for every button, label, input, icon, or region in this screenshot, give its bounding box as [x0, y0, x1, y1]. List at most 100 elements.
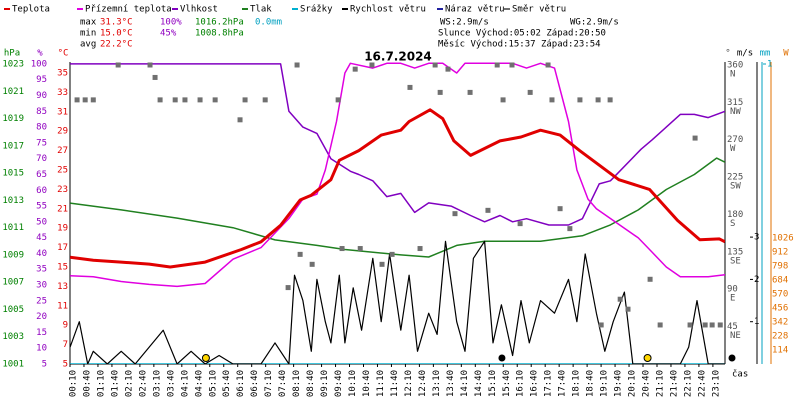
direction-point	[152, 74, 158, 80]
y-tick-label: 25	[36, 296, 47, 306]
y-tick-label: 225	[727, 173, 743, 183]
x-tick-label: 13:10	[432, 370, 442, 397]
x-tick-label: 11:40	[390, 370, 400, 397]
x-tick-label: 21:40	[669, 370, 679, 397]
y-tick-label: 1007	[2, 278, 24, 288]
moon-times: Měsíc Východ:15:37 Západ:23:54	[438, 40, 601, 50]
y-tick-label: 60	[36, 186, 47, 196]
legend-label: Srážky	[300, 5, 333, 15]
x-tick-label: 04:40	[194, 370, 204, 397]
moon-marker	[498, 354, 506, 362]
compass-label: SW	[730, 182, 741, 192]
y-tick-label: 13	[57, 282, 68, 292]
x-tick-label: 00:40	[82, 370, 92, 397]
x-tick-label: 01:40	[110, 370, 120, 397]
axis-unit: W	[783, 49, 789, 59]
compass-label: SE	[730, 256, 741, 266]
y-tick-label: 456	[772, 303, 788, 313]
y-tick-label: 1026	[772, 233, 794, 243]
y-tick-label: 80	[36, 123, 47, 133]
series-line	[70, 63, 725, 226]
sun-marker	[201, 354, 210, 362]
x-tick-label: 17:40	[558, 370, 568, 397]
y-tick-label: 21	[57, 204, 68, 214]
y-tick-label: 1003	[2, 332, 24, 342]
direction-point	[90, 97, 96, 103]
direction-point	[494, 62, 500, 68]
direction-point	[687, 322, 693, 328]
x-tick-label: 16:10	[516, 370, 526, 397]
direction-point	[617, 296, 623, 302]
y-tick-label: 180	[727, 210, 743, 220]
direction-point	[212, 97, 218, 103]
direction-point	[74, 97, 80, 103]
compass-label: N	[730, 69, 735, 79]
direction-point	[352, 66, 358, 72]
compass-label: S	[730, 219, 735, 229]
y-tick-label: 40	[36, 249, 47, 259]
x-tick-label: 15:10	[488, 370, 498, 397]
axis-unit: °	[725, 49, 730, 59]
direction-point	[285, 285, 291, 291]
stat-hum: 100%	[160, 18, 182, 28]
y-tick-label: 1	[754, 317, 759, 327]
direction-point	[309, 261, 315, 267]
x-tick-label: 19:40	[614, 370, 624, 397]
y-tick-label: 1015	[2, 169, 24, 179]
direction-point	[607, 97, 613, 103]
x-tick-label: 02:10	[124, 370, 134, 397]
y-tick-label: 95	[36, 75, 47, 85]
y-tick-label: 228	[772, 331, 788, 341]
direction-point	[237, 117, 243, 123]
compass-label: W	[730, 144, 736, 154]
x-tick-label: 07:10	[264, 370, 274, 397]
moon-marker	[728, 354, 736, 362]
y-tick-label: 65	[36, 170, 47, 180]
x-tick-label: 05:10	[208, 370, 218, 397]
y-tick-label: 45	[727, 322, 738, 332]
direction-point	[147, 62, 153, 68]
axis-unit: mm	[760, 49, 771, 59]
direction-point	[339, 246, 345, 252]
y-tick-label: 27	[57, 146, 68, 156]
stat-label: min	[80, 29, 96, 39]
y-tick-label: 135	[727, 247, 743, 257]
x-tick-label: 12:40	[418, 370, 428, 397]
y-tick-label: 5	[63, 360, 68, 370]
axis-unit: hPa	[4, 49, 20, 59]
y-tick-label: 2	[754, 275, 759, 285]
y-tick-label: 1005	[2, 305, 24, 315]
y-tick-label: 9	[63, 321, 68, 331]
legend-label: Rychlost větru	[350, 5, 426, 15]
x-tick-label: 02:40	[138, 370, 148, 397]
y-tick-label: 798	[772, 261, 788, 271]
legend-label: Tlak	[250, 5, 272, 15]
stat-temp: 15.0°C	[100, 29, 133, 39]
wind-speed: WS:2.9m/s	[440, 18, 489, 28]
series-line	[70, 108, 725, 269]
direction-point	[417, 246, 423, 252]
direction-point	[709, 322, 715, 328]
axis-unit: %	[37, 49, 43, 59]
y-tick-label: 33	[57, 88, 68, 98]
axis-unit: m/s	[737, 49, 753, 59]
y-tick-label: 1011	[2, 223, 24, 233]
direction-point	[197, 97, 203, 103]
y-tick-label: 5	[42, 360, 47, 370]
direction-point	[432, 62, 438, 68]
y-tick-label: 70	[36, 154, 47, 164]
y-tick-label: 19	[57, 224, 68, 234]
y-tick-label: 1023	[2, 60, 24, 70]
y-tick-label: 1001	[2, 360, 24, 370]
direction-point	[157, 97, 163, 103]
y-tick-label: 342	[772, 317, 788, 327]
x-tick-label: 03:40	[166, 370, 176, 397]
direction-point	[527, 89, 533, 95]
x-tick-label: 06:10	[236, 370, 246, 397]
legend-label: Náraz větru	[445, 5, 505, 15]
y-tick-label: 90	[36, 91, 47, 101]
legend-label: Směr větru	[512, 5, 566, 15]
legend-label: Teplota	[12, 5, 50, 15]
direction-point	[598, 322, 604, 328]
